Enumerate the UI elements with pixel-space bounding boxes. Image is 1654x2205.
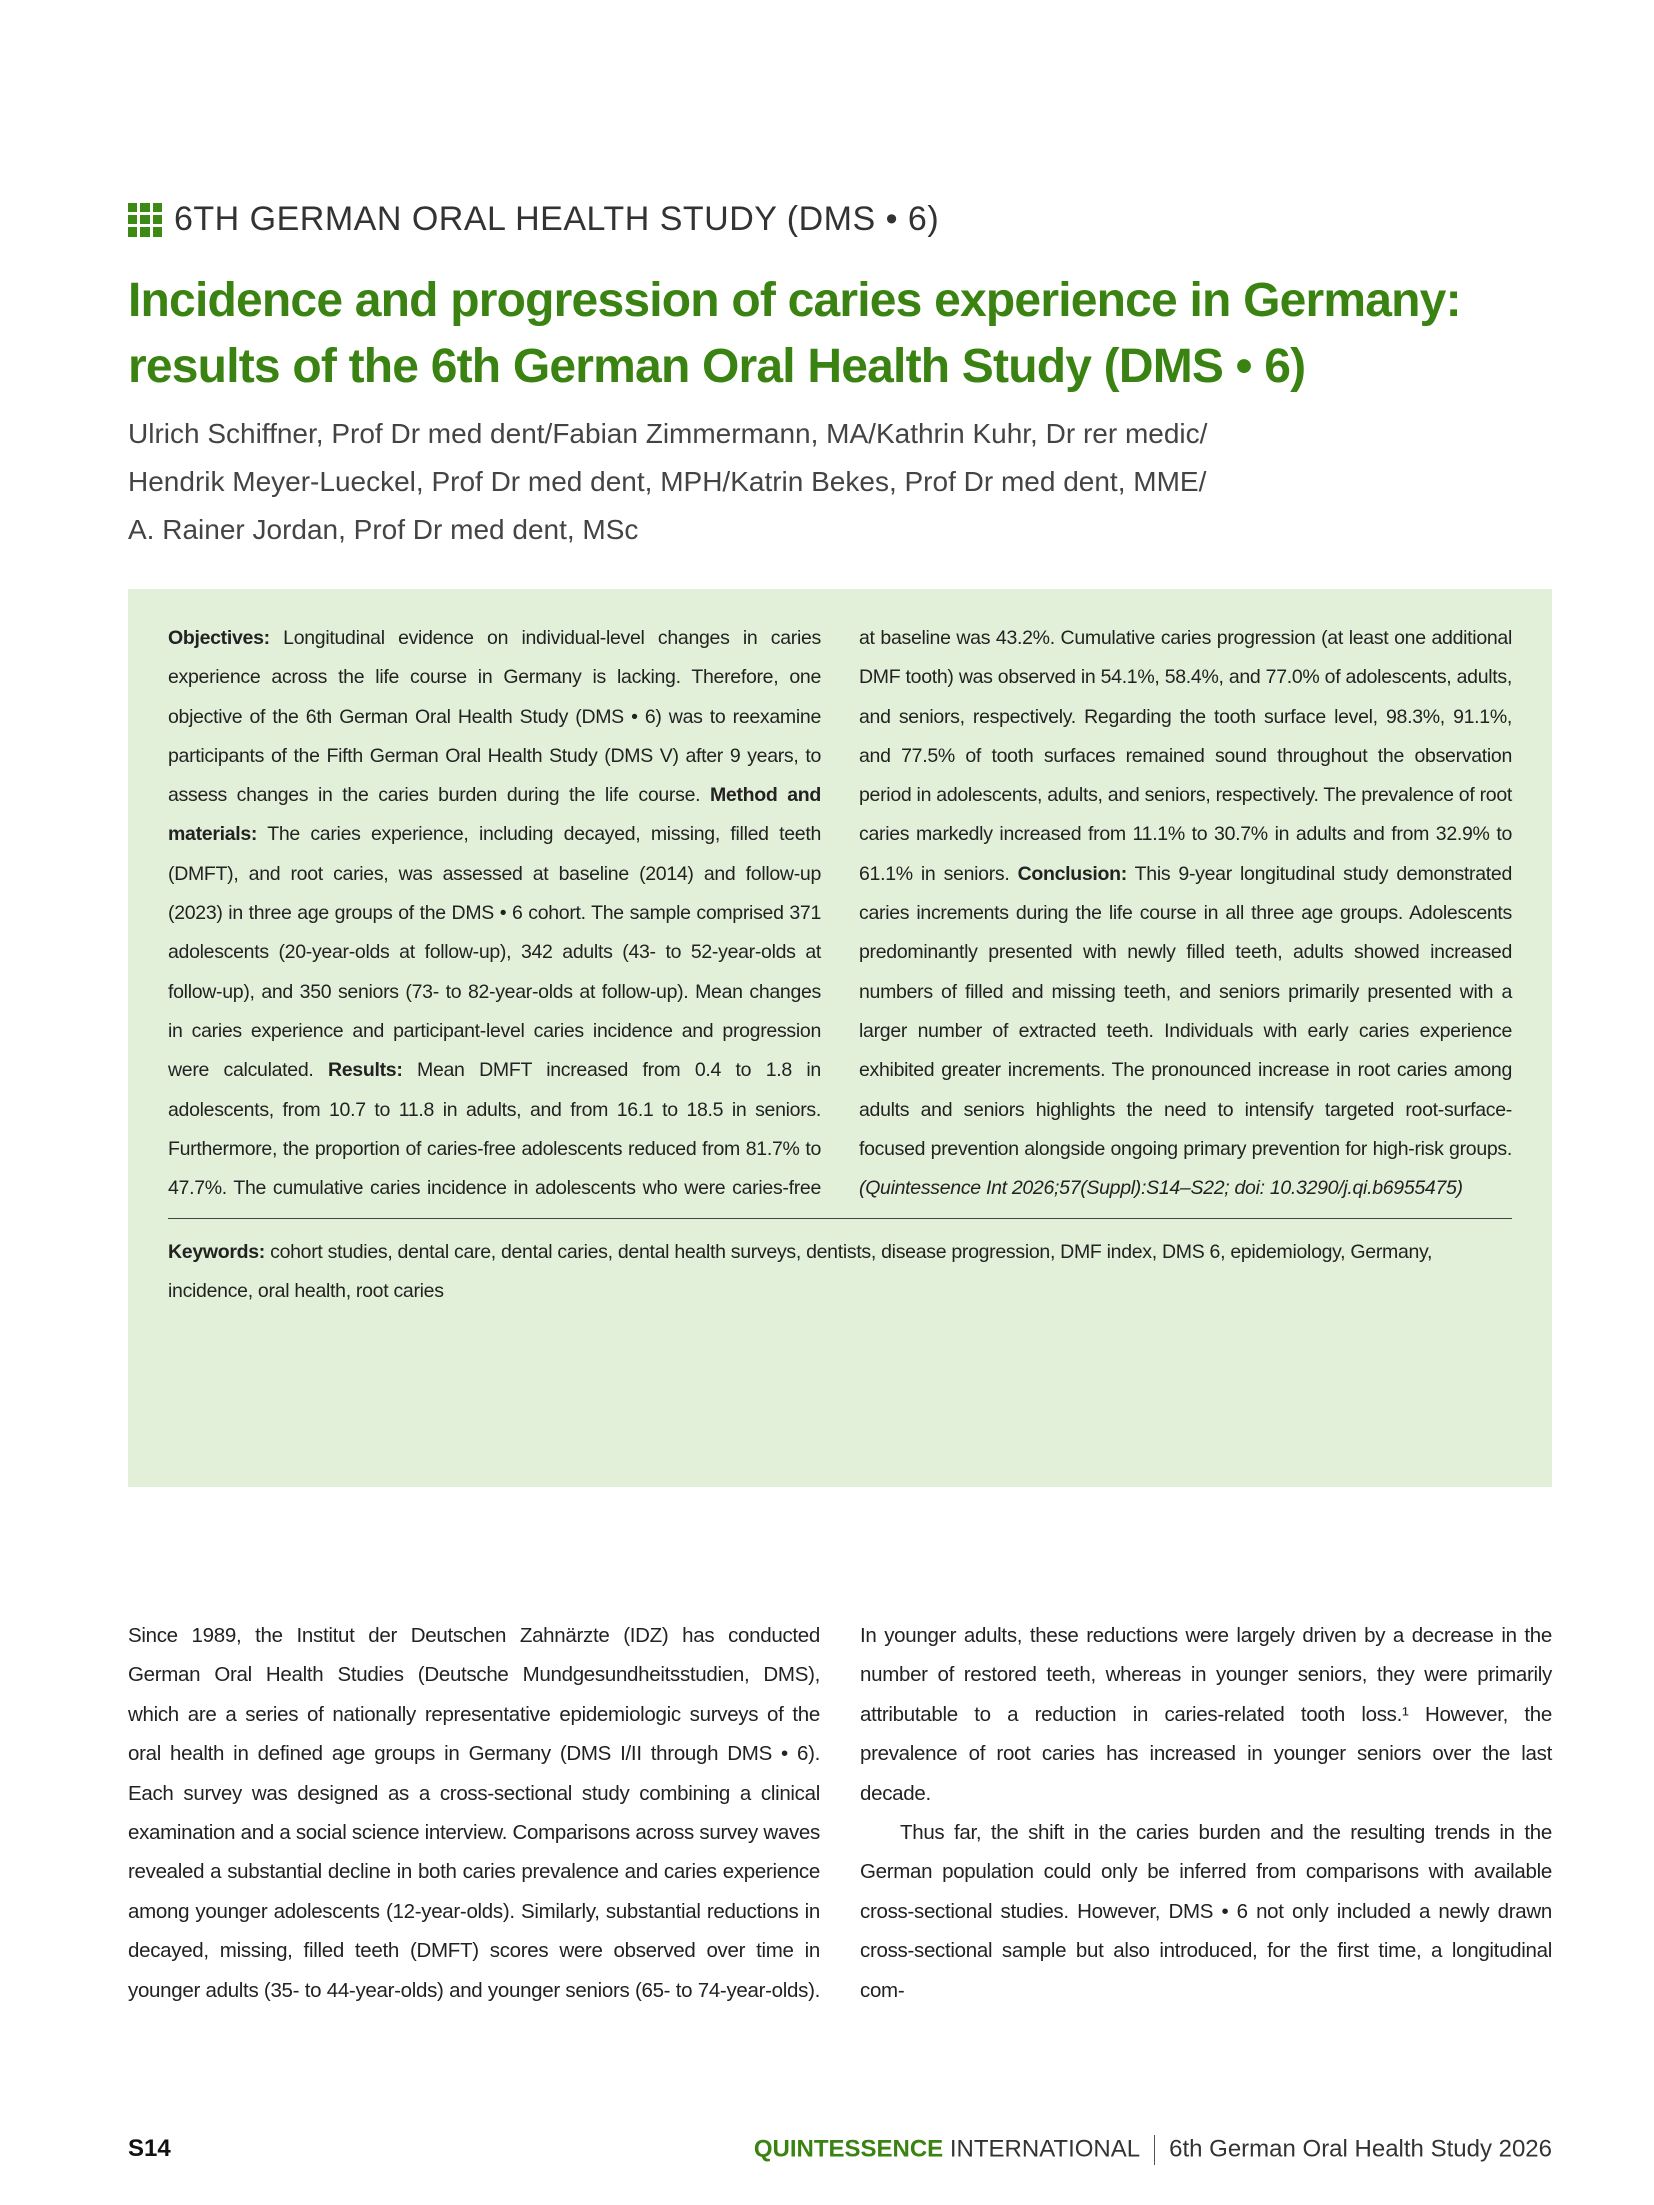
journal-name-bold: QUINTESSENCE <box>753 2135 944 2163</box>
page-number: S14 <box>128 2135 171 2162</box>
keywords-label: Keywords: <box>168 1241 265 1264</box>
abstract-text: Objectives: Longitudinal evidence on ind… <box>168 619 1512 1208</box>
methods-label: Method and materials: <box>168 784 821 846</box>
page-footer: S14 QUINTESSENCE INTERNATIONAL 6th German… <box>128 2135 1552 2169</box>
conclusion-text: This 9-year longitudinal study demonstra… <box>859 862 1512 1160</box>
kicker-text: 6TH GERMAN ORAL HEALTH STUDY (DMS • 6) <box>174 200 940 238</box>
author-line: Ulrich Schiffner, Prof Dr med dent/Fabia… <box>128 418 1208 449</box>
article-title: Incidence and progression of caries expe… <box>128 274 1462 393</box>
issue-label: 6th German Oral Health Study 2026 <box>1169 2135 1552 2163</box>
methods-text: The caries experience, including decayed… <box>168 823 821 1082</box>
objectives-text: Longitudinal evidence on individual-leve… <box>168 627 821 807</box>
objectives-label: Objectives: <box>168 627 270 649</box>
results-label: Results: <box>327 1059 403 1082</box>
author-list: Ulrich Schiffner, Prof Dr med dent/Fabia… <box>128 410 1552 554</box>
results-text: Mean DMFT increased from 0.4 to 1.8 in a… <box>168 627 1512 1200</box>
keywords: Keywords: cohort studies, dental care, d… <box>168 1233 1512 1311</box>
author-line: Hendrik Meyer-Lueckel, Prof Dr med dent,… <box>128 466 1207 497</box>
body-text: Since 1989, the Institut der Deutschen Z… <box>128 1616 1552 2010</box>
grid-icon <box>128 202 162 237</box>
divider <box>168 1218 1512 1220</box>
journal-name: QUINTESSENCE INTERNATIONAL 6th German Ora… <box>754 2135 1552 2165</box>
body-paragraph: Since 1989, the Institut der Deutschen Z… <box>128 1624 1552 2002</box>
journal-name-rest: INTERNATIONAL <box>943 2135 1141 2163</box>
citation: (Quintessence Int 2026;57(Suppl):S14–S22… <box>859 1177 1463 1200</box>
divider <box>1154 2135 1156 2165</box>
abstract-box: Objectives: Longitudinal evidence on ind… <box>128 589 1552 1487</box>
author-line: A. Rainer Jordan, Prof Dr med dent, MSc <box>128 514 639 545</box>
section-kicker: 6TH GERMAN ORAL HEALTH STUDY (DMS • 6) <box>128 200 939 239</box>
conclusion-label: Conclusion: <box>1017 862 1128 885</box>
body-paragraph: Thus far, the shift in the caries burden… <box>860 1821 1552 2002</box>
keywords-text: cohort studies, dental care, dental cari… <box>168 1241 1433 1303</box>
